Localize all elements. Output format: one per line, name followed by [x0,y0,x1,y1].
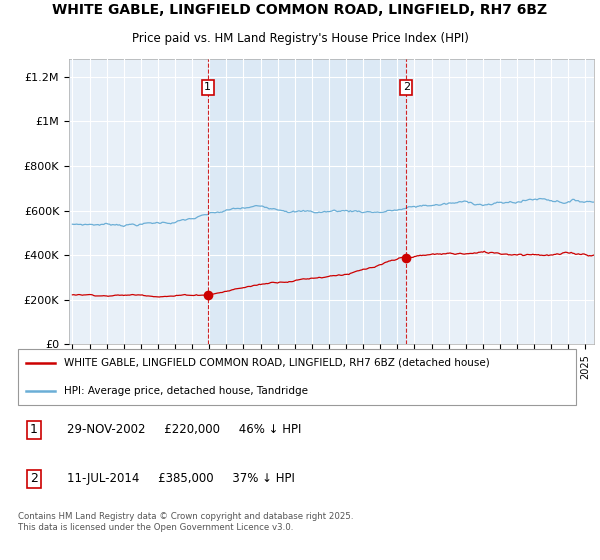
Text: 2: 2 [30,472,38,486]
Text: WHITE GABLE, LINGFIELD COMMON ROAD, LINGFIELD, RH7 6BZ (detached house): WHITE GABLE, LINGFIELD COMMON ROAD, LING… [64,358,490,368]
FancyBboxPatch shape [18,349,577,405]
Text: Contains HM Land Registry data © Crown copyright and database right 2025.
This d: Contains HM Land Registry data © Crown c… [18,512,353,531]
Text: 1: 1 [30,423,38,436]
Text: Price paid vs. HM Land Registry's House Price Index (HPI): Price paid vs. HM Land Registry's House … [131,32,469,45]
Text: 2: 2 [403,82,410,92]
Text: WHITE GABLE, LINGFIELD COMMON ROAD, LINGFIELD, RH7 6BZ: WHITE GABLE, LINGFIELD COMMON ROAD, LING… [52,3,548,17]
Bar [208,59,406,344]
Text: 1: 1 [204,82,211,92]
Text: 11-JUL-2014     £385,000     37% ↓ HPI: 11-JUL-2014 £385,000 37% ↓ HPI [67,472,295,486]
Text: 29-NOV-2002     £220,000     46% ↓ HPI: 29-NOV-2002 £220,000 46% ↓ HPI [67,423,301,436]
Text: HPI: Average price, detached house, Tandridge: HPI: Average price, detached house, Tand… [64,386,308,396]
